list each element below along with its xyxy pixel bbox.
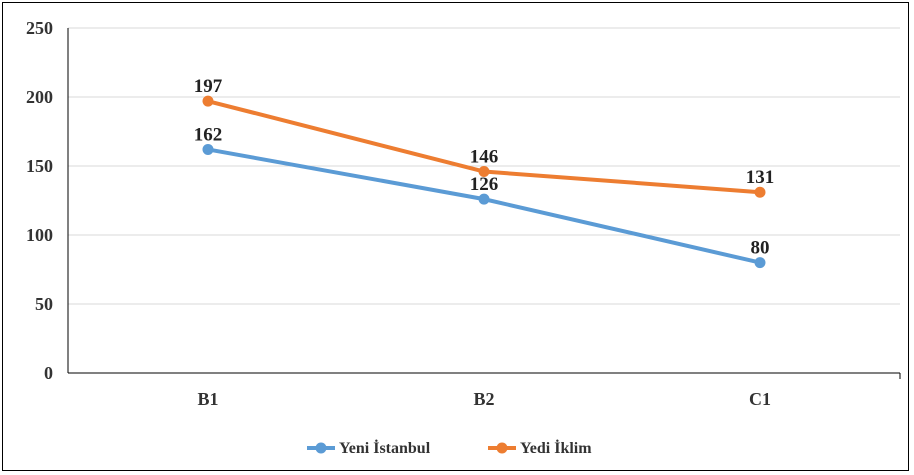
data-label-s0-1: 126 xyxy=(470,174,499,195)
legend-marker-0 xyxy=(315,442,327,454)
y-tick-100: 100 xyxy=(26,225,53,245)
y-tick-250: 250 xyxy=(26,18,53,38)
data-label-s0-2: 80 xyxy=(751,238,770,259)
legend-marker-1 xyxy=(496,442,508,454)
x-tick-B1: B1 xyxy=(197,389,218,409)
series-0-point-2 xyxy=(754,257,766,269)
y-tick-0: 0 xyxy=(44,363,53,383)
series-1-point-0 xyxy=(202,95,214,107)
axes xyxy=(67,28,901,379)
legend-label-0: Yeni İstanbul xyxy=(339,438,431,457)
data-label-s0-0: 162 xyxy=(194,124,223,145)
y-tick-labels: 0 50 100 150 200 250 xyxy=(26,18,53,383)
series-0-point-0 xyxy=(202,143,214,155)
y-tick-50: 50 xyxy=(35,294,53,314)
legend-label-1: Yedi İklim xyxy=(520,438,592,457)
series-group xyxy=(202,95,766,269)
data-labels: 162 126 80 197 146 131 xyxy=(194,76,775,258)
y-tick-200: 200 xyxy=(26,87,53,107)
chart-frame xyxy=(2,2,909,471)
legend: Yeni İstanbul Yedi İklim xyxy=(307,438,592,457)
x-tick-C1: C1 xyxy=(749,389,771,409)
data-label-s1-0: 197 xyxy=(194,76,223,97)
series-1-point-1 xyxy=(478,166,490,178)
x-tick-B2: B2 xyxy=(473,389,494,409)
gridlines xyxy=(68,27,900,305)
data-label-s1-1: 146 xyxy=(470,147,499,168)
series-0-point-1 xyxy=(478,193,490,205)
y-tick-150: 150 xyxy=(26,156,53,176)
x-tick-labels: B1 B2 C1 xyxy=(197,389,771,409)
series-1-point-2 xyxy=(754,186,766,198)
data-label-s1-2: 131 xyxy=(746,167,775,188)
